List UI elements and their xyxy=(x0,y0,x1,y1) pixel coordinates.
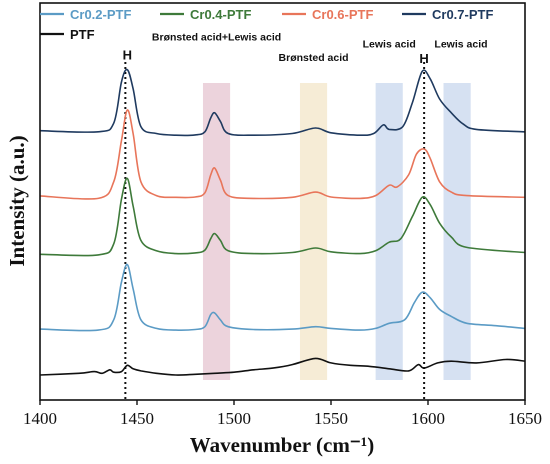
plot-frame xyxy=(39,2,526,401)
band-annotations: Brønsted acid+Lewis acid Brønsted acid Lew… xyxy=(152,31,488,64)
x-tick-label-1450: 1450 xyxy=(120,409,154,428)
series-line-ptf xyxy=(39,357,526,376)
legend-label-cr0-6-ptf: Cr0.6-PTF xyxy=(312,7,373,22)
band-annotation-2: Brønsted acid xyxy=(279,52,349,64)
y-axis-label: Intensity (a.u.) xyxy=(5,135,29,266)
peak-label-1: H xyxy=(123,47,132,62)
legend-label-cr0-7-ptf: Cr0.7-PTF xyxy=(432,7,493,22)
x-axis-ticks: 1400 1450 1500 1550 1600 1650 xyxy=(23,400,542,428)
x-tick-label-1400: 1400 xyxy=(23,409,57,428)
series-line-cr0-7-ptf xyxy=(39,68,526,137)
legend-label-cr0-2-ptf: Cr0.2-PTF xyxy=(70,7,131,22)
band-annotation-1: Brønsted acid+Lewis acid xyxy=(152,31,281,43)
legend-label-ptf: PTF xyxy=(70,27,95,42)
series-line-cr0-2-ptf xyxy=(39,263,526,332)
legend-label-cr0-4-ptf: Cr0.4-PTF xyxy=(190,7,251,22)
x-tick-label-1600: 1600 xyxy=(411,409,445,428)
band-annotation-3: Lewis acid xyxy=(363,38,416,50)
highlight-bands xyxy=(202,83,471,380)
band-annotation-4: Lewis acid xyxy=(434,38,487,50)
series-line-cr0-4-ptf xyxy=(39,177,526,257)
peak-label-2: H xyxy=(419,51,428,66)
x-tick-label-1550: 1550 xyxy=(314,409,348,428)
highlight-band-2 xyxy=(299,83,328,380)
x-axis-label: Wavenumber (cm⁻¹) xyxy=(190,433,374,457)
series-line-cr0-6-ptf xyxy=(39,109,526,200)
highlight-band-4 xyxy=(443,83,471,380)
highlight-band-3 xyxy=(375,83,403,380)
legend: Cr0.2-PTF Cr0.4-PTF Cr0.6-PTF Cr0.7-PTF PTF xyxy=(40,7,493,42)
x-tick-label-1500: 1500 xyxy=(217,409,251,428)
x-tick-label-1650: 1650 xyxy=(508,409,542,428)
series-lines xyxy=(39,68,526,376)
